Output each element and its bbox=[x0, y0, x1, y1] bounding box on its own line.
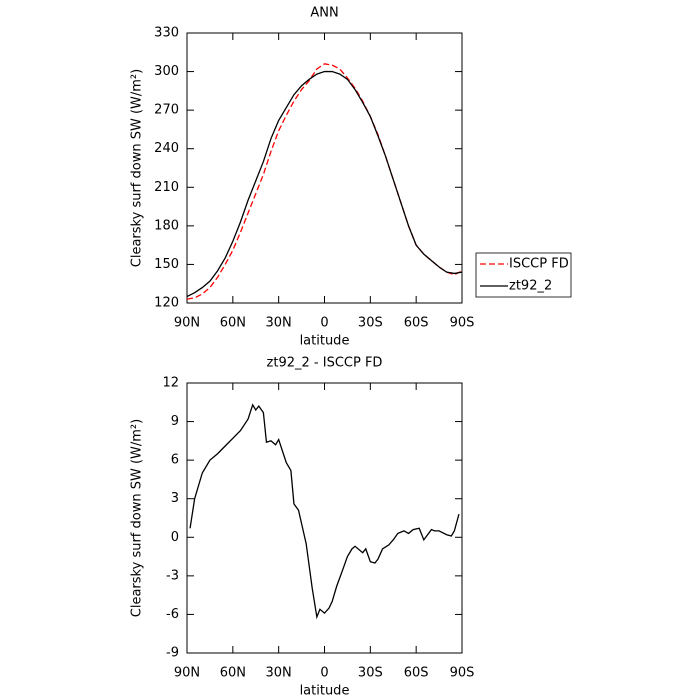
data-line bbox=[189, 403, 460, 620]
y-tick-label: -3 bbox=[166, 568, 179, 583]
y-tick-label: 12 bbox=[162, 376, 179, 391]
y-tick-label: 270 bbox=[154, 103, 179, 118]
y-axis-label: Clearsky surf down SW (W/m²) bbox=[130, 69, 145, 267]
y-tick-label: 150 bbox=[154, 257, 179, 272]
x-tick-label: 90S bbox=[450, 666, 475, 681]
x-tick-label: 30N bbox=[266, 666, 292, 681]
y-tick-label: 210 bbox=[154, 180, 179, 195]
x-axis-label: latitude bbox=[300, 684, 350, 699]
x-axis-label: latitude bbox=[300, 334, 350, 349]
y-tick-label: 6 bbox=[171, 453, 179, 468]
data-line bbox=[186, 63, 463, 300]
x-tick-label: 60N bbox=[220, 666, 246, 681]
y-tick-label: 120 bbox=[154, 296, 179, 311]
x-tick-label: 30S bbox=[358, 316, 383, 331]
y-tick-label: 330 bbox=[154, 26, 179, 41]
x-tick-label: 90S bbox=[450, 316, 475, 331]
y-tick-label: 240 bbox=[154, 141, 179, 156]
x-tick-label: 90N bbox=[174, 316, 200, 331]
x-tick-label: 90N bbox=[174, 666, 200, 681]
y-tick-label: 0 bbox=[171, 530, 179, 545]
chart-title: ANN bbox=[310, 6, 338, 21]
y-tick-label: 300 bbox=[154, 64, 179, 79]
x-tick-label: 0 bbox=[320, 316, 328, 331]
legend-label: zt92_2 bbox=[509, 279, 552, 294]
y-tick-label: 3 bbox=[171, 491, 179, 506]
x-tick-label: 60N bbox=[220, 316, 246, 331]
x-tick-label: 60S bbox=[404, 666, 429, 681]
y-axis-label: Clearsky surf down SW (W/m²) bbox=[130, 419, 145, 617]
x-tick-label: 30N bbox=[266, 316, 292, 331]
x-tick-label: 30S bbox=[358, 666, 383, 681]
data-line bbox=[186, 70, 463, 298]
legend-label: ISCCP FD bbox=[509, 257, 569, 272]
y-tick-label: -6 bbox=[166, 607, 179, 622]
y-tick-label: 180 bbox=[154, 218, 179, 233]
y-tick-label: 9 bbox=[171, 414, 179, 429]
plot-frame bbox=[186, 32, 463, 304]
legend-box bbox=[475, 252, 572, 298]
x-tick-label: 0 bbox=[320, 666, 328, 681]
chart-title: zt92_2 - ISCCP FD bbox=[267, 356, 383, 371]
y-tick-label: -9 bbox=[166, 646, 179, 661]
x-tick-label: 60S bbox=[404, 316, 429, 331]
